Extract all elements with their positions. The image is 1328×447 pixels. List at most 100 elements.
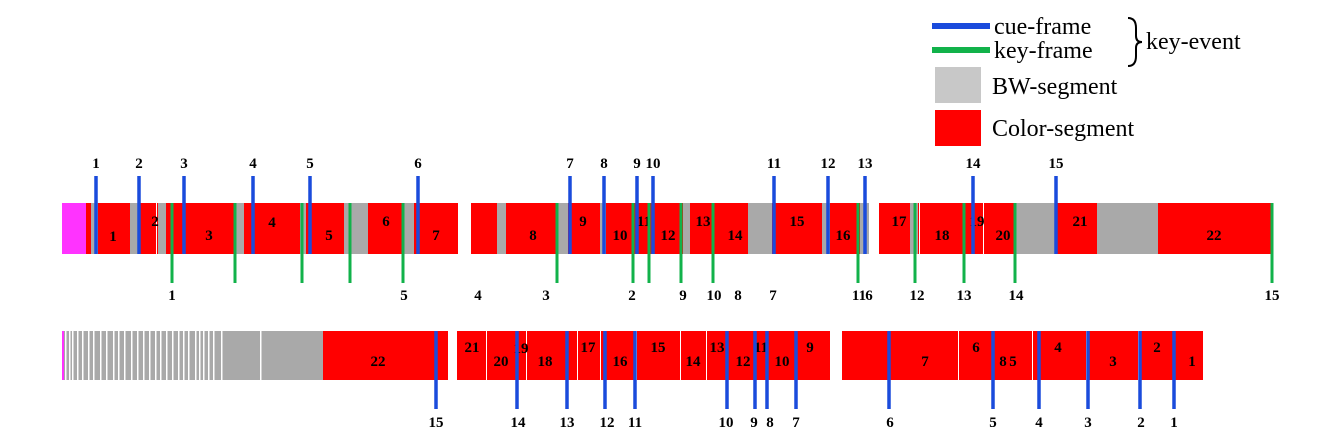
segment-label: 11 xyxy=(754,340,768,356)
cue-frame-label: 7 xyxy=(792,415,800,431)
bw-segment xyxy=(130,203,140,254)
legend-color-label: Color-segment xyxy=(992,116,1134,142)
segment-label: 15 xyxy=(651,340,666,356)
key-frame-label: 1 xyxy=(168,288,176,304)
legend: cue-frame key-frame key-event BW-segment… xyxy=(932,14,1241,146)
cue-frame-label: 14 xyxy=(966,156,982,172)
key-frame-label: 11 xyxy=(852,288,866,304)
cue-frame-label: 3 xyxy=(1084,415,1092,431)
strip-gap xyxy=(869,203,879,254)
bw-divider xyxy=(106,331,108,380)
bw-divider xyxy=(93,331,95,380)
segment-label: 16 xyxy=(836,228,852,244)
segment-label: 22 xyxy=(371,354,386,370)
bw-divider xyxy=(195,331,197,380)
segment-label: 7 xyxy=(921,354,929,370)
key-frame-label: 9 xyxy=(679,288,687,304)
segment-label: 6 xyxy=(972,340,980,356)
bw-segment xyxy=(748,203,772,254)
cue-frame-label: 5 xyxy=(306,156,314,172)
bw-divider xyxy=(178,331,180,380)
cue-frame-label: 12 xyxy=(600,415,615,431)
cue-frame-label: 11 xyxy=(767,156,781,172)
bw-divider xyxy=(88,331,90,380)
key-frame-label: 6 xyxy=(865,288,873,304)
key-frame-label: 8 xyxy=(734,288,742,304)
bw-divider xyxy=(213,331,215,380)
segment-label: 14 xyxy=(686,354,702,370)
segment-divider xyxy=(958,331,959,380)
key-frame-label: 15 xyxy=(1265,288,1280,304)
bw-segment xyxy=(344,203,368,254)
key-frame-label: 3 xyxy=(542,288,550,304)
segment-divider xyxy=(706,331,707,380)
segment-divider xyxy=(156,203,157,254)
cue-frame-label: 7 xyxy=(566,156,574,172)
legend-brace-icon xyxy=(1127,17,1143,67)
segment-label: 17 xyxy=(892,214,908,230)
segment-label: 22 xyxy=(1207,228,1222,244)
bw-divider xyxy=(149,331,151,380)
segment-divider xyxy=(983,203,984,254)
segment-label: 14 xyxy=(728,228,744,244)
key-frame-label: 5 xyxy=(400,288,408,304)
cue-frame-label: 15 xyxy=(429,415,444,431)
cue-frame-label: 3 xyxy=(180,156,188,172)
bw-segment xyxy=(1097,203,1158,254)
start-marker xyxy=(62,203,86,254)
cue-frame-label: 9 xyxy=(633,156,641,172)
key-frame-label: 4 xyxy=(474,288,482,304)
segment-label: 12 xyxy=(661,228,676,244)
cue-frame-label: 4 xyxy=(1035,415,1043,431)
bw-segment xyxy=(497,203,506,254)
color-segment xyxy=(842,331,1203,380)
segment-label: 2 xyxy=(151,214,159,230)
cue-frame-label: 14 xyxy=(511,415,527,431)
bw-divider xyxy=(137,331,139,380)
bw-divider xyxy=(260,331,262,380)
top-strip-cue-frames xyxy=(94,176,1058,254)
color-segment xyxy=(323,331,448,380)
bw-divider xyxy=(124,331,126,380)
cue-frame-label: 4 xyxy=(249,156,257,172)
segment-label: 21 xyxy=(465,340,480,356)
top-strip-key-labels: 1 5 4 3 2 9 10 8 7 11 6 12 13 14 15 xyxy=(168,288,1279,304)
cue-frame-label: 8 xyxy=(766,415,774,431)
segment-label: 21 xyxy=(1073,214,1088,230)
cue-frame-label: 10 xyxy=(719,415,734,431)
bw-divider xyxy=(143,331,145,380)
bw-divider xyxy=(72,331,74,380)
segment-label: 20 xyxy=(494,354,509,370)
bw-divider xyxy=(221,331,223,380)
cue-frame-label: 6 xyxy=(414,156,422,172)
segment-label: 5 xyxy=(1009,354,1017,370)
cue-frame-label: 1 xyxy=(92,156,100,172)
segment-label: 1 xyxy=(109,229,117,245)
segment-label: 9 xyxy=(579,214,587,230)
color-segment xyxy=(86,203,458,254)
legend-key-label: key-frame xyxy=(994,38,1093,64)
segment-label: 13 xyxy=(696,214,711,230)
cue-frame-label: 11 xyxy=(628,415,642,431)
bw-segment xyxy=(158,203,166,254)
legend-color-swatch xyxy=(935,110,981,146)
segment-label: 12 xyxy=(736,354,751,370)
segment-divider xyxy=(600,331,601,380)
key-frame-label: 10 xyxy=(707,288,722,304)
cue-frame-label: 13 xyxy=(560,415,575,431)
bw-divider xyxy=(113,331,115,380)
bw-divider xyxy=(69,331,71,380)
segment-label: 6 xyxy=(382,214,390,230)
bottom-strip-cue-labels: 15 14 13 12 11 10 9 8 7 6 5 4 3 2 1 xyxy=(429,415,1178,431)
bw-divider xyxy=(82,331,84,380)
start-marker xyxy=(62,331,64,380)
cue-frame-label: 8 xyxy=(600,156,608,172)
segment-label: 4 xyxy=(1054,340,1062,356)
legend-key-swatch xyxy=(932,47,990,53)
segment-label: 5 xyxy=(325,228,333,244)
segment-label: 3 xyxy=(205,228,213,244)
legend-cue-label: cue-frame xyxy=(994,14,1091,40)
